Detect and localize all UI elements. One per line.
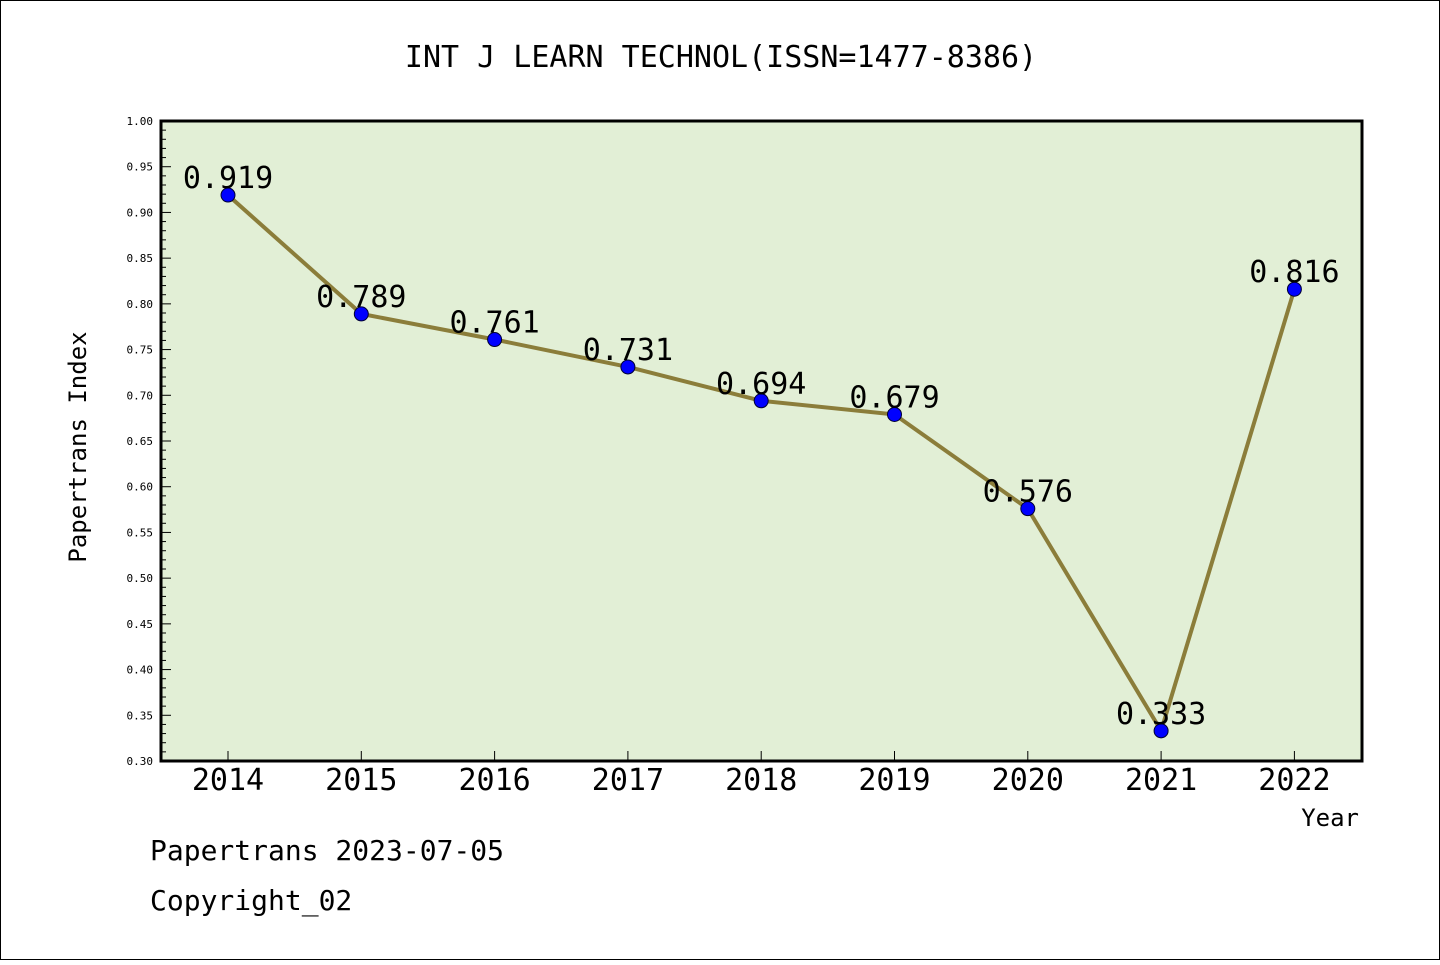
y-tick-label: 0.75 <box>127 344 154 357</box>
x-tick-label: 2019 <box>858 763 930 798</box>
x-tick-label: 2021 <box>1125 763 1197 798</box>
x-axis-label: Year <box>1301 804 1359 832</box>
x-tick-label: 2016 <box>458 763 530 798</box>
data-point <box>620 359 636 375</box>
y-tick-label: 0.90 <box>127 206 154 219</box>
data-label: 0.919 <box>183 161 273 196</box>
data-point <box>220 187 236 203</box>
data-labels: 0.919 0.789 0.761 0.731 0.694 0.679 0.576 0.333… <box>183 161 1340 732</box>
x-tick-label: 2018 <box>725 763 797 798</box>
y-tick-label: 1.00 <box>127 115 154 128</box>
data-point <box>1153 723 1169 739</box>
y-tick-label: 0.35 <box>127 709 154 722</box>
y-tick-label: 0.55 <box>127 526 154 539</box>
data-label: 0.789 <box>316 280 406 315</box>
x-axis-ticks <box>227 751 1295 761</box>
x-tick-label: 2022 <box>1258 763 1330 798</box>
x-tick-label: 2020 <box>992 763 1064 798</box>
y-tick-label: 0.70 <box>127 389 154 402</box>
x-axis-tick-labels: 2014 2015 2016 2017 2018 2019 2020 2021 2022 <box>192 763 1331 798</box>
data-label: 0.576 <box>983 475 1073 510</box>
footer-copyright: Copyright_02 <box>150 884 353 917</box>
data-label: 0.679 <box>849 380 939 415</box>
y-tick-label: 0.45 <box>127 618 154 631</box>
data-label: 0.333 <box>1116 697 1206 732</box>
y-tick-label: 0.85 <box>127 252 154 265</box>
x-tick-label: 2014 <box>192 763 264 798</box>
data-label: 0.694 <box>716 367 806 402</box>
plot-area <box>159 119 1364 763</box>
chart-title: INT J LEARN TECHNOL(ISSN=1477-8386) <box>405 40 1037 75</box>
y-tick-label: 0.95 <box>127 161 154 174</box>
data-point <box>353 306 369 322</box>
data-point <box>1020 501 1036 517</box>
data-point <box>1286 281 1302 297</box>
data-label: 0.816 <box>1249 255 1339 290</box>
y-tick-label: 0.40 <box>127 664 154 677</box>
y-tick-label: 0.80 <box>127 298 154 311</box>
data-point <box>887 406 902 422</box>
data-label: 0.761 <box>449 306 539 341</box>
y-axis-tick-labels: 0.30 0.35 0.40 0.45 0.50 0.55 0.60 0.65 0.70 0.75… <box>127 115 154 768</box>
y-axis-label: Papertrans Index <box>64 331 92 562</box>
y-tick-label: 0.60 <box>127 481 154 494</box>
data-markers <box>220 187 1302 739</box>
x-tick-label: 2017 <box>592 763 664 798</box>
data-point <box>753 393 769 409</box>
data-label: 0.731 <box>583 333 673 368</box>
footer-date: Papertrans 2023-07-05 <box>150 834 505 867</box>
x-tick-label: 2015 <box>325 763 397 798</box>
y-tick-label: 0.50 <box>127 572 154 585</box>
y-tick-label: 0.65 <box>127 435 154 448</box>
y-tick-label: 0.30 <box>127 755 154 768</box>
data-point <box>487 332 503 348</box>
y-axis-ticks <box>161 120 171 762</box>
